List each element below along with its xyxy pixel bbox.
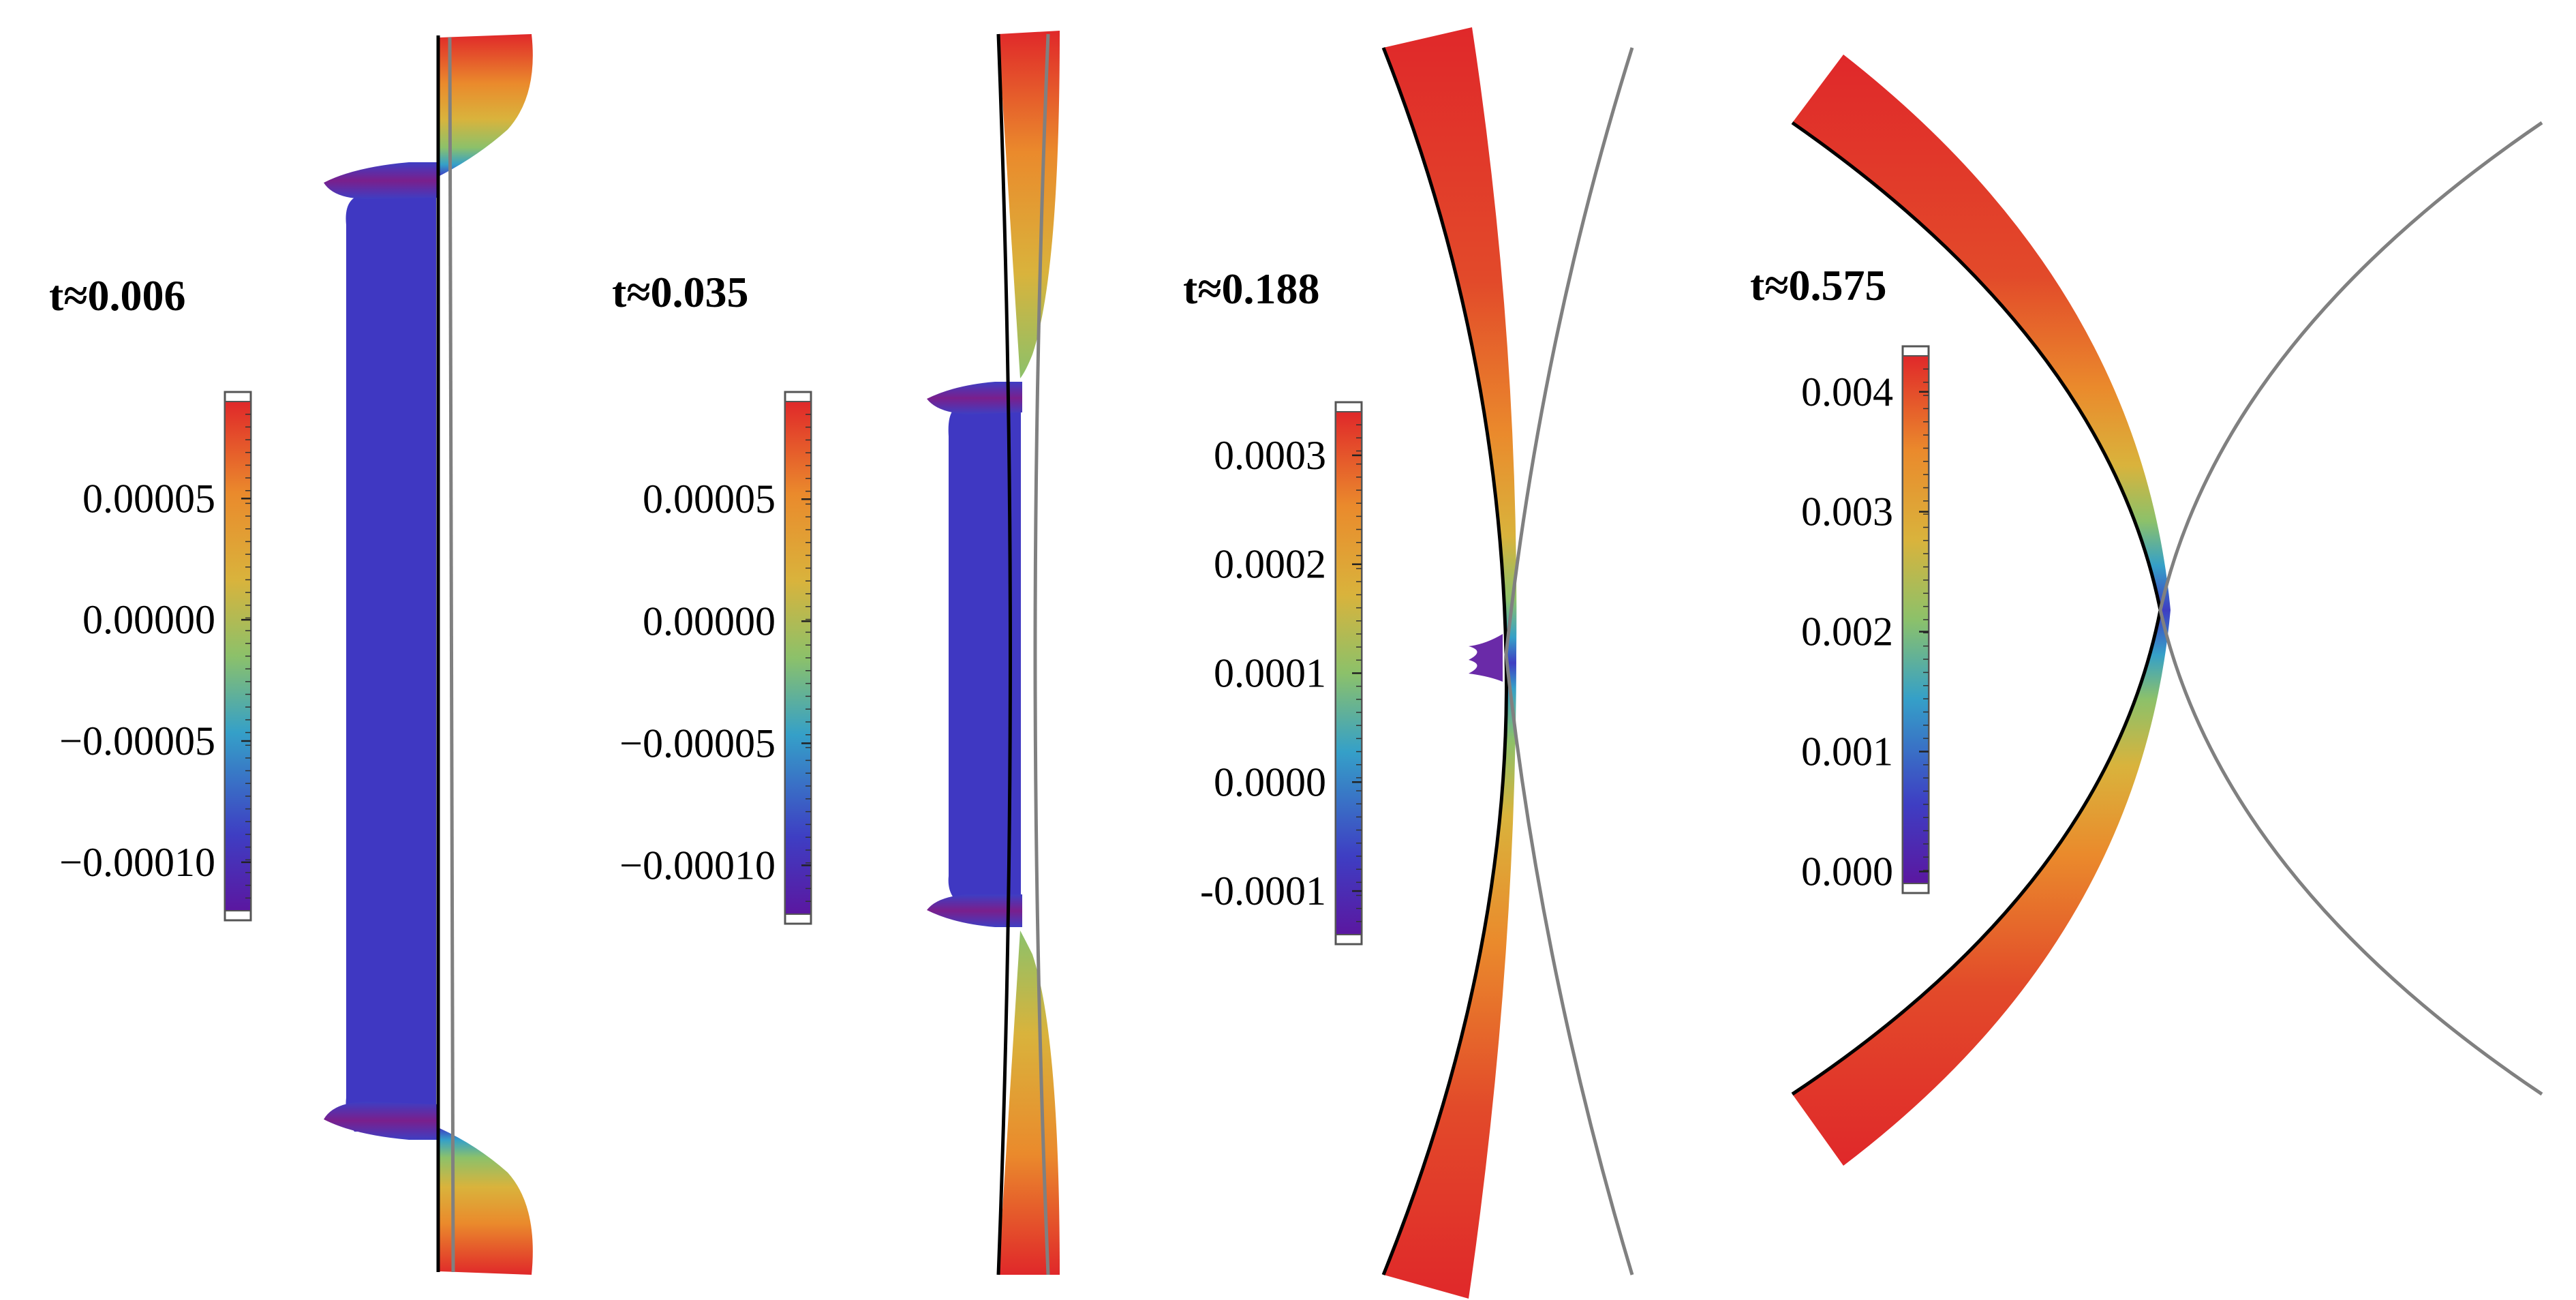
colorbars: 0.000050.00000−0.00005−0.000100.000050.0… — [59, 345, 1930, 946]
reference-line — [448, 37, 455, 1273]
colorbar-2: 0.00005 0.00000 −0.00005 −0.00010 — [619, 391, 812, 925]
curved-band — [1792, 55, 2171, 1166]
rim-bottom — [324, 1102, 440, 1140]
time-label: t≈0.035 — [612, 268, 748, 316]
tick-label: 0.00005 — [643, 477, 776, 521]
tick-label: -0.0001 — [1200, 868, 1326, 913]
flap-bottom — [440, 1128, 533, 1275]
rim-top — [927, 382, 1022, 414]
reference-line — [1033, 33, 1050, 1275]
tick-label: 0.0001 — [1214, 651, 1326, 696]
tick-label: 0.0003 — [1214, 433, 1326, 478]
colorbar-4: 0.004 0.003 0.002 0.001 0.000 — [1801, 345, 1930, 894]
colorbar-gradient — [224, 401, 251, 911]
tick-label: −0.00005 — [59, 719, 215, 764]
panel-1: t≈0.006 — [49, 34, 533, 1275]
time-label: t≈0.575 — [1750, 261, 1886, 309]
colorbar-1: 0.00005 0.00000 −0.00005 −0.00010 — [59, 391, 252, 922]
blue-region — [346, 198, 436, 1132]
tick-label: −0.00010 — [59, 840, 215, 885]
tick-label: 0.00000 — [82, 597, 215, 642]
interface-line — [996, 33, 1012, 1275]
tick-label: 0.003 — [1801, 489, 1893, 534]
tick-label: 0.001 — [1801, 729, 1893, 774]
tick-label: 0.0000 — [1214, 759, 1326, 804]
reference-line — [2158, 121, 2543, 1096]
tick-label: 0.00000 — [643, 599, 776, 644]
tick-label: −0.00005 — [619, 721, 776, 766]
tick-label: 0.0002 — [1214, 542, 1326, 587]
time-label: t≈0.188 — [1183, 264, 1319, 313]
time-label: t≈0.006 — [49, 271, 185, 320]
curved-band — [1383, 27, 1517, 1299]
flap-top — [440, 34, 533, 176]
tick-label: 0.004 — [1801, 369, 1893, 414]
panel-2: t≈0.035 — [612, 31, 1060, 1275]
rim-bottom — [927, 894, 1022, 927]
panel-3: t≈0.188 — [1183, 27, 1634, 1299]
colorbar-3: 0.0003 0.0002 0.0001 0.0000 -0.0001 — [1200, 401, 1363, 946]
neck-spike — [1469, 634, 1503, 682]
tick-label: 0.00005 — [82, 476, 215, 521]
reference-line — [1504, 47, 1634, 1275]
rim-top — [324, 162, 440, 199]
tick-label: 0.000 — [1801, 849, 1893, 894]
blue-region — [948, 409, 1021, 898]
tick-label: −0.00010 — [619, 843, 776, 888]
tick-label: 0.002 — [1801, 609, 1893, 654]
panel-4: t≈0.575 — [1750, 55, 2543, 1166]
